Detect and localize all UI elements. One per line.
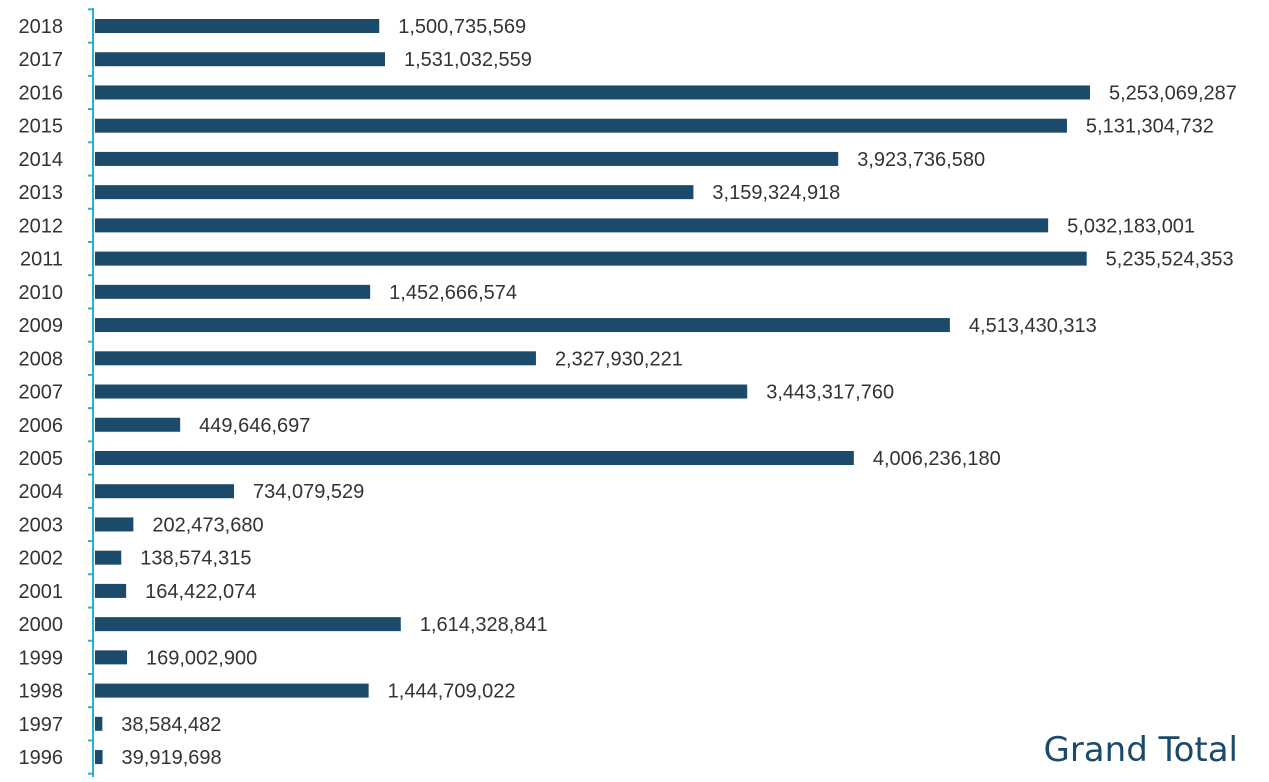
year-label-2002: 2002: [19, 548, 64, 570]
value-labels: 1,500,735,569 1,531,032,559 5,253,069,287 5…: [121, 16, 1237, 769]
value-label-1996: 39,919,698: [122, 747, 222, 769]
bar-2005: [95, 450, 854, 465]
year-label-1997: 1997: [19, 714, 64, 736]
bar-2007: [95, 384, 748, 399]
value-label-2017: 1,531,032,559: [404, 49, 532, 71]
value-label-2004: 734,079,529: [253, 481, 364, 503]
value-label-2016: 5,253,069,287: [1109, 82, 1237, 104]
year-label-2016: 2016: [19, 82, 64, 104]
value-label-2014: 3,923,736,580: [857, 149, 985, 171]
year-label-2006: 2006: [19, 415, 64, 437]
value-label-2001: 164,422,074: [145, 581, 256, 603]
year-label-2013: 2013: [19, 182, 64, 204]
bar-2004: [95, 484, 235, 499]
bar-2008: [95, 351, 536, 366]
year-label-2003: 2003: [19, 514, 64, 536]
bar-2000: [95, 617, 401, 632]
bar-2012: [95, 218, 1049, 233]
value-label-1997: 38,584,482: [121, 714, 221, 736]
value-label-2018: 1,500,735,569: [398, 16, 526, 38]
bar-2003: [95, 517, 134, 532]
year-label-2004: 2004: [19, 481, 64, 503]
year-label-2008: 2008: [19, 348, 64, 370]
year-label-2012: 2012: [19, 215, 64, 237]
year-label-2000: 2000: [19, 614, 64, 636]
year-label-2011: 2011: [20, 249, 63, 271]
bar-2001: [95, 583, 127, 598]
bar-2011: [95, 251, 1087, 266]
value-label-2002: 138,574,315: [140, 548, 251, 570]
bar-2017: [95, 52, 385, 67]
value-label-2000: 1,614,328,841: [420, 614, 548, 636]
bar-2016: [95, 85, 1090, 100]
year-label-2014: 2014: [19, 149, 64, 171]
bar-1999: [95, 650, 128, 665]
year-label-1998: 1998: [19, 681, 64, 703]
legend-title: Grand Total: [1043, 730, 1238, 770]
bar-2015: [95, 118, 1067, 133]
value-label-2006: 449,646,697: [199, 415, 310, 437]
value-label-2007: 3,443,317,760: [766, 382, 894, 404]
value-label-2003: 202,473,680: [152, 514, 263, 536]
bar-2013: [95, 185, 694, 200]
y-axis: [88, 8, 94, 778]
bar-2006: [95, 417, 181, 432]
year-label-1999: 1999: [19, 647, 64, 669]
value-label-2012: 5,032,183,001: [1067, 215, 1195, 237]
bar-2010: [95, 284, 371, 299]
year-labels: 2018 2017 2016 2015 2014 2013 2012 2011 2010 2009…: [19, 16, 64, 769]
bar-2014: [95, 151, 839, 166]
bar-1997: [95, 716, 103, 731]
value-label-2011: 5,235,524,353: [1106, 249, 1234, 271]
year-label-2005: 2005: [19, 448, 64, 470]
value-label-2005: 4,006,236,180: [873, 448, 1001, 470]
bar-2018: [95, 19, 380, 33]
year-label-2017: 2017: [19, 49, 64, 71]
value-label-2008: 2,327,930,221: [555, 348, 683, 370]
year-label-2015: 2015: [19, 116, 64, 138]
year-label-2018: 2018: [19, 16, 64, 38]
value-label-2010: 1,452,666,574: [389, 282, 517, 304]
bar-1998: [95, 683, 369, 698]
value-label-1999: 169,002,900: [146, 647, 257, 669]
bar-2009: [95, 318, 950, 333]
bar-2002: [95, 550, 122, 565]
bars-layer: [95, 19, 1090, 765]
bar-1996: [95, 750, 103, 765]
year-label-2001: 2001: [19, 581, 64, 603]
year-label-2010: 2010: [19, 282, 64, 304]
value-label-1998: 1,444,709,022: [388, 681, 516, 703]
value-label-2013: 3,159,324,918: [712, 182, 840, 204]
year-label-2007: 2007: [19, 382, 64, 404]
year-label-1996: 1996: [19, 747, 64, 769]
value-label-2015: 5,131,304,732: [1086, 116, 1214, 138]
value-label-2009: 4,513,430,313: [969, 315, 1097, 337]
year-label-2009: 2009: [19, 315, 64, 337]
